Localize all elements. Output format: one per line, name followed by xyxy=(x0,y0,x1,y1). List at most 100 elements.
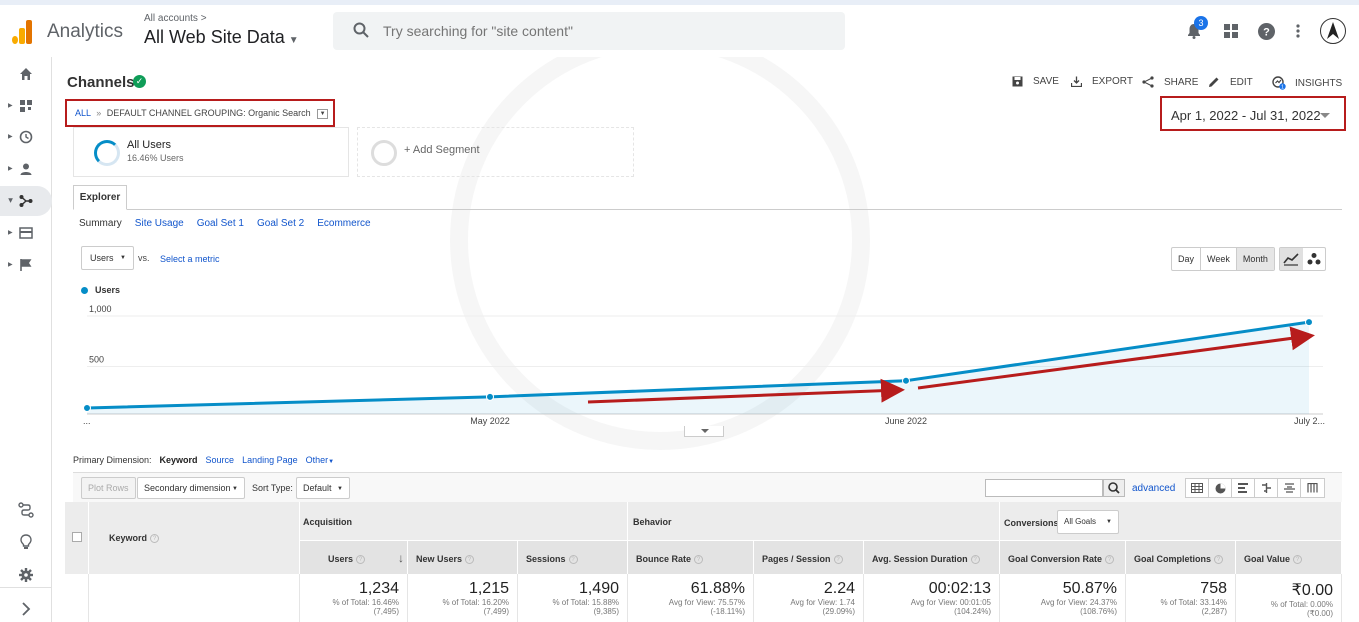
nav-behavior[interactable]: ▶ xyxy=(0,218,52,248)
motion-chart-button[interactable] xyxy=(1303,248,1326,270)
column-header-text: Goal Completions xyxy=(1134,554,1212,564)
table-search-input[interactable] xyxy=(985,479,1103,497)
more-vert-icon xyxy=(1296,24,1300,38)
dimension-keyword[interactable]: Keyword xyxy=(159,455,198,465)
expand-arrow-icon: ▶ xyxy=(8,262,13,268)
view-performance-button[interactable] xyxy=(1232,479,1255,497)
plot-rows-button[interactable]: Plot Rows xyxy=(81,477,136,499)
apps-button[interactable] xyxy=(1221,21,1241,41)
dropdown-arrow-icon: ▼ xyxy=(232,486,238,492)
attribution-icon[interactable] xyxy=(18,502,34,518)
notifications-button[interactable]: 3 xyxy=(1184,16,1208,41)
advanced-filter-link[interactable]: advanced xyxy=(1132,483,1176,494)
breadcrumb-grouping: DEFAULT CHANNEL GROUPING: Organic Search xyxy=(106,108,311,118)
column-header[interactable]: Goal Value? xyxy=(1236,540,1342,574)
dimension-source[interactable]: Source xyxy=(205,455,235,465)
total-cell: 758% of Total: 33.14% (2,287) xyxy=(1126,574,1236,622)
segment-empty-ring-icon xyxy=(371,140,397,166)
breadcrumb-dropdown-icon[interactable]: ▼ xyxy=(317,108,329,119)
help-button[interactable]: ? xyxy=(1256,21,1276,41)
column-header[interactable]: New Users? xyxy=(408,540,518,574)
view-percentage-button[interactable] xyxy=(1209,479,1232,497)
total-value: ₹0.00 xyxy=(1291,582,1333,599)
settings-gear-icon[interactable] xyxy=(18,567,34,583)
edit-button[interactable]: EDIT xyxy=(1208,76,1253,88)
column-header[interactable]: Goal Completions? xyxy=(1126,540,1236,574)
sort-type-dropdown[interactable]: Default ▼ xyxy=(296,477,350,499)
x-tick-label: May 2022 xyxy=(470,416,510,426)
date-caret-icon[interactable] xyxy=(1320,113,1330,118)
column-header[interactable]: Bounce Rate? xyxy=(628,540,754,574)
granularity-month[interactable]: Month xyxy=(1236,248,1274,270)
x-tick-label: July 2... xyxy=(1294,416,1325,426)
save-button[interactable]: SAVE xyxy=(1012,76,1059,87)
column-header-label: Avg. Session Duration? xyxy=(872,554,980,565)
select-metric-link[interactable]: Select a metric xyxy=(160,254,220,264)
behavior-group: Behavior xyxy=(628,502,1000,540)
tab-explorer[interactable]: Explorer xyxy=(73,185,127,210)
add-segment-button[interactable]: + Add Segment xyxy=(357,127,634,177)
left-nav: ▶ ▶ ▶ ▶ ▶ ▶ xyxy=(0,57,52,622)
user-avatar[interactable] xyxy=(1320,18,1346,44)
help-icon: ? xyxy=(970,555,980,565)
goals-selector[interactable]: All Goals ▼ xyxy=(1057,510,1119,534)
keyword-column-header[interactable]: Keyword? xyxy=(109,533,160,544)
nav-realtime[interactable]: ▶ xyxy=(0,122,52,152)
nav-audience[interactable]: ▶ xyxy=(0,154,52,184)
total-value: 50.87% xyxy=(1062,580,1117,597)
total-sub: (-18.11%) xyxy=(710,607,745,616)
help-icon: ? xyxy=(568,555,578,565)
sort-type-value: Default xyxy=(303,483,332,493)
subtab-site-usage[interactable]: Site Usage xyxy=(134,218,184,229)
column-header[interactable]: Users? ↓ xyxy=(300,540,408,574)
nav-acquisition[interactable]: ▶ xyxy=(0,186,52,216)
total-sub: (29.09%) xyxy=(822,607,855,616)
breadcrumb-separator: » xyxy=(96,108,102,118)
search-box[interactable] xyxy=(333,12,845,50)
segment-all-users[interactable]: All Users 16.46% Users xyxy=(73,127,349,177)
secondary-dimension-dropdown[interactable]: Secondary dimension ▼ xyxy=(137,477,245,499)
sort-descending-icon[interactable]: ↓ xyxy=(398,551,404,565)
total-sub: Avg for View: 24.37% xyxy=(1040,598,1117,607)
breadcrumb-all-link[interactable]: ALL xyxy=(75,108,91,118)
chart-collapse-handle[interactable] xyxy=(684,426,724,437)
nav-home[interactable] xyxy=(0,59,52,89)
more-options-button[interactable] xyxy=(1288,21,1308,41)
granularity-day[interactable]: Day xyxy=(1172,248,1202,270)
lightbulb-icon[interactable] xyxy=(18,534,34,550)
insights-button[interactable]: 1 INSIGHTS xyxy=(1272,76,1342,90)
expand-nav-chevron-icon[interactable] xyxy=(18,601,34,617)
account-breadcrumb[interactable]: All accounts > xyxy=(144,13,207,24)
view-comparison-button[interactable] xyxy=(1255,479,1278,497)
line-chart-button[interactable] xyxy=(1280,248,1303,270)
data-point xyxy=(902,376,910,385)
view-pivot-button[interactable] xyxy=(1301,479,1324,497)
column-header[interactable]: Avg. Session Duration? xyxy=(864,540,1000,574)
view-data-button[interactable] xyxy=(1186,479,1209,497)
analytics-logo[interactable] xyxy=(10,20,34,44)
granularity-week[interactable]: Week xyxy=(1201,248,1237,270)
acquisition-label: Acquisition xyxy=(303,517,352,527)
nav-conversions[interactable]: ▶ xyxy=(0,250,52,280)
dimension-other[interactable]: Other▼ xyxy=(306,455,334,465)
dimension-landing-page[interactable]: Landing Page xyxy=(242,455,298,465)
select-all-checkbox[interactable] xyxy=(72,532,82,542)
expand-arrow-icon: ▶ xyxy=(8,166,13,172)
view-term-cloud-button[interactable] xyxy=(1278,479,1301,497)
share-button[interactable]: SHARE xyxy=(1142,76,1198,88)
column-header[interactable]: Goal Conversion Rate? xyxy=(1000,540,1126,574)
search-input[interactable] xyxy=(383,21,823,41)
subtab-summary[interactable]: Summary xyxy=(79,218,122,229)
metric-selector[interactable]: Users ▼ xyxy=(81,246,134,270)
date-range-picker[interactable]: Apr 1, 2022 - Jul 31, 2022 xyxy=(1171,108,1321,123)
nav-customization[interactable]: ▶ xyxy=(0,91,52,121)
column-header[interactable]: Pages / Session? xyxy=(754,540,864,574)
export-button[interactable]: EXPORT xyxy=(1071,76,1133,87)
behavior-icon xyxy=(19,227,33,239)
subtab-ecommerce[interactable]: Ecommerce xyxy=(317,218,371,229)
table-search-button[interactable] xyxy=(1103,479,1125,497)
subtab-goal-set-2[interactable]: Goal Set 2 xyxy=(256,218,305,229)
property-selector[interactable]: All Web Site Data ▼ xyxy=(144,27,299,48)
column-header[interactable]: Sessions? xyxy=(518,540,628,574)
subtab-goal-set-1[interactable]: Goal Set 1 xyxy=(196,218,244,229)
